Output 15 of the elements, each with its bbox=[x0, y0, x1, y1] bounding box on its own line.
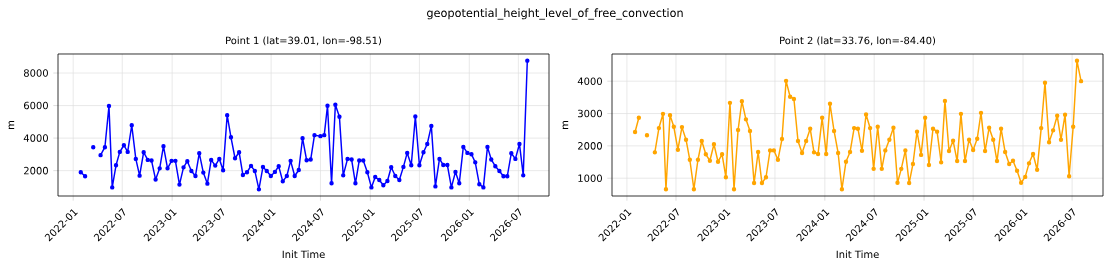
y-tick-label: 2000 bbox=[578, 142, 602, 150]
x-axis-title: Init Time bbox=[836, 250, 879, 259]
x-axis-title: Init Time bbox=[282, 250, 325, 259]
y-tick-label: 6000 bbox=[23, 101, 48, 110]
y-tick-label: 4000 bbox=[23, 134, 48, 142]
y-tick-label: 8000 bbox=[23, 69, 48, 77]
y-tick-label: 4000 bbox=[577, 77, 602, 85]
chart-title: Point 1 (lat=39.01, lon=-98.51) bbox=[226, 36, 382, 46]
y-tick-label: 2000 bbox=[24, 166, 48, 175]
y-axis-title: m bbox=[562, 121, 569, 129]
y-tick-label: 1000 bbox=[578, 174, 602, 182]
y-axis-title: m bbox=[8, 121, 15, 129]
y-tick-label: 3000 bbox=[578, 109, 602, 118]
chart-title: Point 2 (lat=33.76, lon=-84.40) bbox=[780, 36, 936, 46]
text: geopotential_height_level_of_free_convection bbox=[427, 8, 683, 20]
